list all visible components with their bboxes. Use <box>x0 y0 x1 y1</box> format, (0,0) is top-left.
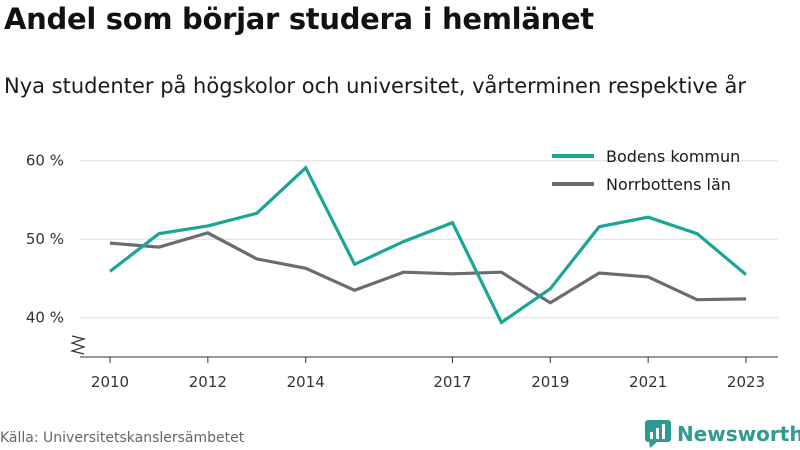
series-line-0 <box>109 165 748 325</box>
line-chart: 40 % 50 % 60 % 2010 2012 2014 2017 2019 2021 2023… <box>26 147 778 391</box>
y-tick-label-40: 40 % <box>26 309 64 327</box>
source-note: Källa: Universitetskanslersämbetet <box>0 430 245 446</box>
newsworthy-logo-icon <box>645 420 671 448</box>
x-tick-label-2010: 2010 <box>91 373 129 391</box>
x-tick-label-2014: 2014 <box>287 373 325 391</box>
brand-logo: Newsworthy <box>645 420 800 448</box>
legend-label-1: Norrbottens län <box>606 175 731 194</box>
x-tick-label-2023: 2023 <box>727 373 765 391</box>
x-tick-label-2019: 2019 <box>531 373 569 391</box>
chart-title: Andel som börjar studera i hemlänet <box>4 2 594 36</box>
x-tick-label-2021: 2021 <box>629 373 667 391</box>
x-tick-label-2012: 2012 <box>189 373 227 391</box>
legend-label-0: Bodens kommun <box>606 147 740 166</box>
y-tick-label-60: 60 % <box>26 152 64 170</box>
x-tick-label-2017: 2017 <box>433 373 471 391</box>
series-line-1 <box>109 231 747 305</box>
brand-name: Newsworthy <box>677 422 800 446</box>
y-axis-break-icon <box>69 335 87 355</box>
y-tick-label-50: 50 % <box>26 230 64 248</box>
chart-subtitle: Nya studenter på högskolor och universit… <box>4 74 746 98</box>
